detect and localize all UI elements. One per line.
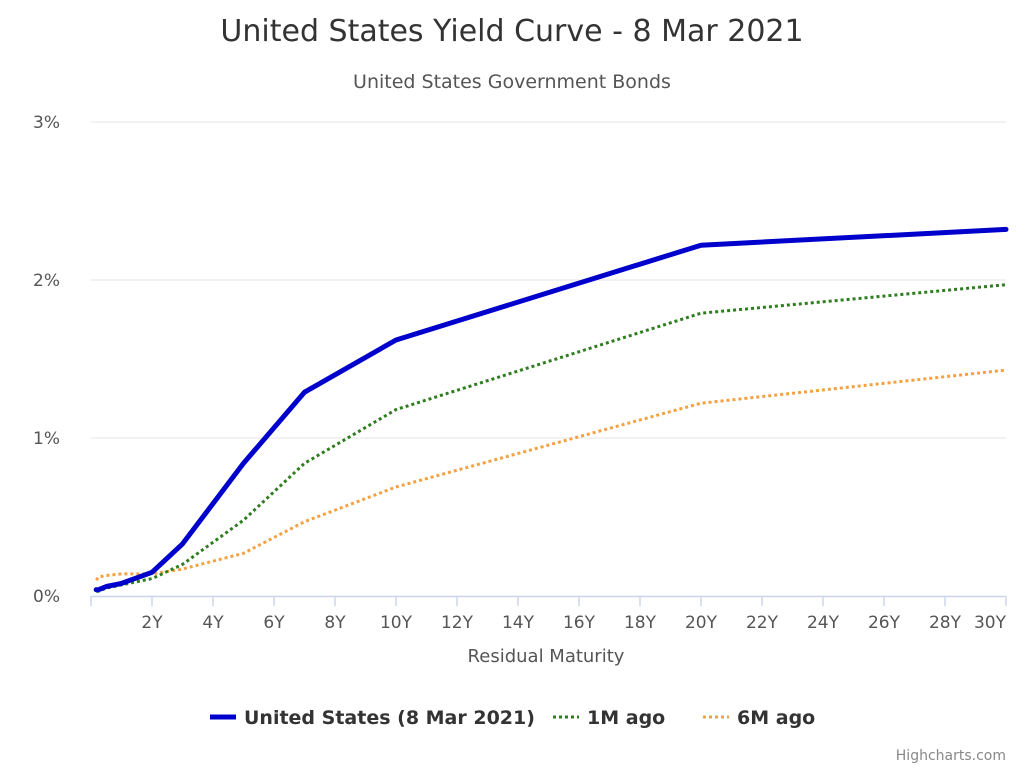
- legend-label: 6M ago: [737, 707, 815, 729]
- x-tick-label: 22Y: [746, 613, 779, 633]
- legend-item[interactable]: 6M ago: [703, 707, 815, 729]
- x-tick-label: 12Y: [441, 613, 474, 633]
- y-axis-ticks: 0% 1% 2% 3%: [33, 113, 60, 607]
- chart-subtitle: United States Government Bonds: [353, 71, 671, 93]
- x-tick-label: 18Y: [624, 613, 657, 633]
- legend-label: United States (8 Mar 2021): [244, 707, 535, 729]
- x-tick-label: 8Y: [324, 613, 346, 633]
- legend: United States (8 Mar 2021) 1M ago 6M ago: [210, 707, 815, 729]
- gridlines: [91, 121, 1006, 439]
- legend-item[interactable]: 1M ago: [553, 707, 665, 729]
- legend-label: 1M ago: [587, 707, 665, 729]
- x-tick-label: 26Y: [868, 613, 901, 633]
- x-tick-label: 4Y: [202, 613, 224, 633]
- x-tick-label: 6Y: [263, 613, 285, 633]
- y-tick-label: 1%: [33, 429, 60, 449]
- x-tick-label: 10Y: [380, 613, 413, 633]
- y-tick-label: 2%: [33, 271, 60, 291]
- x-tick-label: 28Y: [929, 613, 962, 633]
- credits-link[interactable]: Highcharts.com: [896, 748, 1006, 764]
- x-axis-title: Residual Maturity: [468, 646, 625, 667]
- chart-title: United States Yield Curve - 8 Mar 2021: [220, 14, 803, 49]
- x-tick-label: 24Y: [807, 613, 840, 633]
- x-tick-label: 20Y: [685, 613, 718, 633]
- x-tick-label: 14Y: [502, 613, 535, 633]
- x-tick-label: 2Y: [141, 613, 163, 633]
- y-tick-label: 0%: [33, 587, 60, 607]
- y-tick-label: 3%: [33, 113, 60, 133]
- x-axis: 2Y 4Y 6Y 8Y 10Y 12Y 14Y 16Y 18Y 20Y 22Y 24Y 26Y 28Y 30…: [90, 595, 1007, 633]
- series-lines: [93, 226, 1009, 593]
- x-tick-label: 30Y: [974, 613, 1007, 633]
- x-tick-label: 16Y: [563, 613, 596, 633]
- legend-item[interactable]: United States (8 Mar 2021): [210, 707, 535, 729]
- series-line: [93, 226, 1009, 593]
